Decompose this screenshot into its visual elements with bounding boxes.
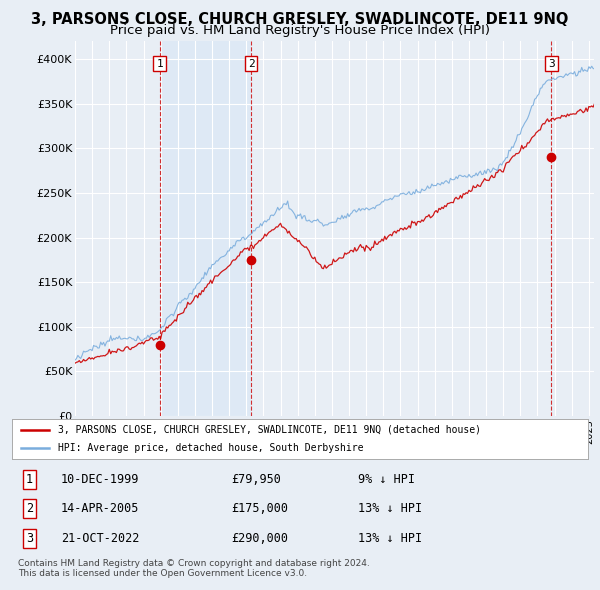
Text: 3: 3 [548,58,555,68]
Text: Price paid vs. HM Land Registry's House Price Index (HPI): Price paid vs. HM Land Registry's House … [110,24,490,37]
Text: 14-APR-2005: 14-APR-2005 [61,502,139,516]
Text: 10-DEC-1999: 10-DEC-1999 [61,473,139,486]
Text: 13% ↓ HPI: 13% ↓ HPI [358,532,422,545]
Text: 2: 2 [26,502,33,516]
Text: 3, PARSONS CLOSE, CHURCH GRESLEY, SWADLINCOTE, DE11 9NQ (detached house): 3, PARSONS CLOSE, CHURCH GRESLEY, SWADLI… [58,425,481,435]
Text: 3, PARSONS CLOSE, CHURCH GRESLEY, SWADLINCOTE, DE11 9NQ: 3, PARSONS CLOSE, CHURCH GRESLEY, SWADLI… [31,12,569,27]
Text: Contains HM Land Registry data © Crown copyright and database right 2024.: Contains HM Land Registry data © Crown c… [18,559,370,568]
Text: 3: 3 [26,532,33,545]
Text: £79,950: £79,950 [231,473,281,486]
Text: 9% ↓ HPI: 9% ↓ HPI [358,473,415,486]
Bar [160,41,251,416]
Text: 21-OCT-2022: 21-OCT-2022 [61,532,139,545]
Text: £290,000: £290,000 [231,532,288,545]
Text: 13% ↓ HPI: 13% ↓ HPI [358,502,422,516]
Text: 1: 1 [26,473,33,486]
Text: £175,000: £175,000 [231,502,288,516]
Text: 2: 2 [248,58,254,68]
Text: HPI: Average price, detached house, South Derbyshire: HPI: Average price, detached house, Sout… [58,443,364,453]
Text: 1: 1 [156,58,163,68]
Text: This data is licensed under the Open Government Licence v3.0.: This data is licensed under the Open Gov… [18,569,307,578]
